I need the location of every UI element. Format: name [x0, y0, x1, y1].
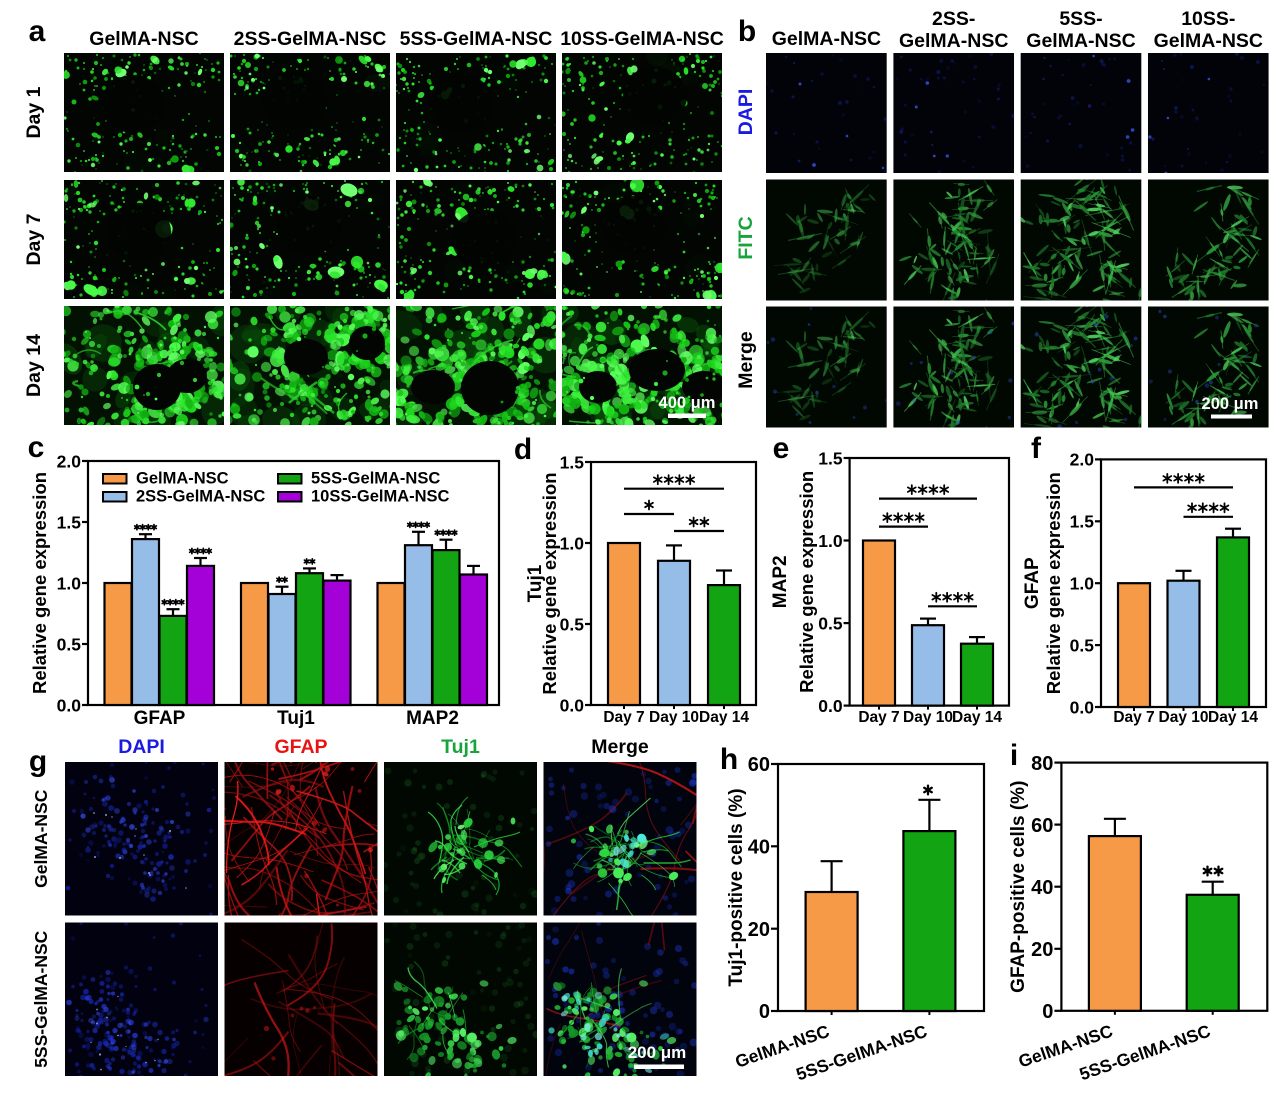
svg-text:GelMA-NSC: GelMA-NSC: [136, 470, 229, 488]
svg-text:Day 10: Day 10: [649, 709, 699, 726]
svg-text:Day 7: Day 7: [858, 709, 899, 726]
svg-text:5SS-: 5SS-: [1059, 8, 1102, 30]
svg-text:1.0: 1.0: [818, 531, 843, 551]
svg-text:GelMA-NSC: GelMA-NSC: [899, 30, 1008, 52]
svg-text:Day 14: Day 14: [699, 709, 749, 726]
svg-text:Day 1: Day 1: [23, 86, 45, 138]
svg-text:1.5: 1.5: [1070, 512, 1095, 532]
svg-text:0.0: 0.0: [818, 696, 843, 716]
svg-text:200 μm: 200 μm: [1202, 395, 1259, 413]
svg-text:2.0: 2.0: [1070, 450, 1095, 470]
svg-text:1.5: 1.5: [560, 452, 585, 472]
svg-text:g: g: [29, 745, 47, 778]
svg-text:Relative gene expression: Relative gene expression: [539, 472, 560, 694]
svg-text:Tuj1: Tuj1: [441, 736, 480, 758]
svg-text:GelMA-NSC: GelMA-NSC: [31, 789, 51, 888]
svg-text:0.5: 0.5: [560, 614, 585, 634]
svg-text:0.0: 0.0: [560, 695, 585, 715]
svg-text:Day 7: Day 7: [603, 709, 644, 726]
svg-text:0.0: 0.0: [57, 695, 82, 715]
svg-text:DAPI: DAPI: [735, 89, 757, 136]
svg-text:Relative gene expression: Relative gene expression: [29, 472, 50, 694]
svg-text:DAPI: DAPI: [118, 736, 165, 758]
svg-text:0.5: 0.5: [818, 613, 843, 633]
svg-text:1.5: 1.5: [818, 448, 843, 468]
svg-text:1.5: 1.5: [57, 512, 82, 532]
svg-text:Day 14: Day 14: [952, 709, 1002, 726]
svg-text:FITC: FITC: [735, 216, 757, 259]
svg-text:GelMA-NSC: GelMA-NSC: [1154, 30, 1263, 52]
svg-text:GelMA-NSC: GelMA-NSC: [772, 28, 881, 50]
svg-text:Relative gene expression: Relative gene expression: [796, 471, 817, 693]
svg-text:2.0: 2.0: [57, 451, 82, 471]
svg-text:Relative gene expression: Relative gene expression: [1043, 472, 1064, 694]
svg-text:d: d: [514, 433, 532, 466]
svg-text:1.0: 1.0: [560, 533, 585, 553]
svg-text:10SS-GelMA-NSC: 10SS-GelMA-NSC: [560, 28, 724, 50]
svg-text:b: b: [738, 15, 756, 48]
svg-text:Merge: Merge: [735, 331, 757, 389]
svg-text:Day 14: Day 14: [23, 334, 45, 397]
svg-text:2SS-GelMA-NSC: 2SS-GelMA-NSC: [136, 488, 265, 506]
svg-text:MAP2: MAP2: [770, 555, 791, 608]
svg-text:c: c: [28, 431, 45, 464]
svg-text:Day 7: Day 7: [23, 213, 45, 265]
svg-text:GelMA-NSC: GelMA-NSC: [1026, 30, 1135, 52]
svg-text:Day 10: Day 10: [1159, 709, 1209, 726]
svg-text:GFAP: GFAP: [134, 708, 186, 729]
svg-text:0.0: 0.0: [1070, 697, 1095, 717]
svg-text:Day 10: Day 10: [903, 709, 953, 726]
svg-text:10SS-GelMA-NSC: 10SS-GelMA-NSC: [311, 488, 450, 506]
svg-text:Tuj1: Tuj1: [277, 708, 315, 729]
svg-text:400 μm: 400 μm: [659, 394, 716, 412]
svg-text:5SS-GelMA-NSC: 5SS-GelMA-NSC: [311, 470, 440, 488]
svg-text:f: f: [1031, 432, 1042, 465]
svg-text:GFAP: GFAP: [274, 736, 327, 758]
svg-text:1.0: 1.0: [1070, 574, 1095, 594]
svg-text:0.5: 0.5: [1070, 635, 1095, 655]
svg-text:0.5: 0.5: [57, 634, 82, 654]
svg-text:e: e: [773, 432, 790, 465]
svg-text:Merge: Merge: [591, 736, 649, 758]
svg-text:10SS-: 10SS-: [1181, 8, 1235, 30]
svg-text:a: a: [29, 15, 46, 48]
svg-text:2SS-: 2SS-: [932, 8, 975, 30]
svg-text:GelMA-NSC: GelMA-NSC: [89, 28, 198, 50]
svg-text:Day 7: Day 7: [1113, 709, 1154, 726]
svg-text:5SS-GelMA-NSC: 5SS-GelMA-NSC: [31, 930, 51, 1067]
svg-text:2SS-GelMA-NSC: 2SS-GelMA-NSC: [234, 28, 387, 50]
svg-text:GFAP: GFAP: [1022, 557, 1043, 609]
svg-text:5SS-GelMA-NSC: 5SS-GelMA-NSC: [400, 28, 553, 50]
svg-text:Day 14: Day 14: [1208, 709, 1258, 726]
svg-text:1.0: 1.0: [57, 573, 82, 593]
svg-text:MAP2: MAP2: [406, 708, 459, 729]
